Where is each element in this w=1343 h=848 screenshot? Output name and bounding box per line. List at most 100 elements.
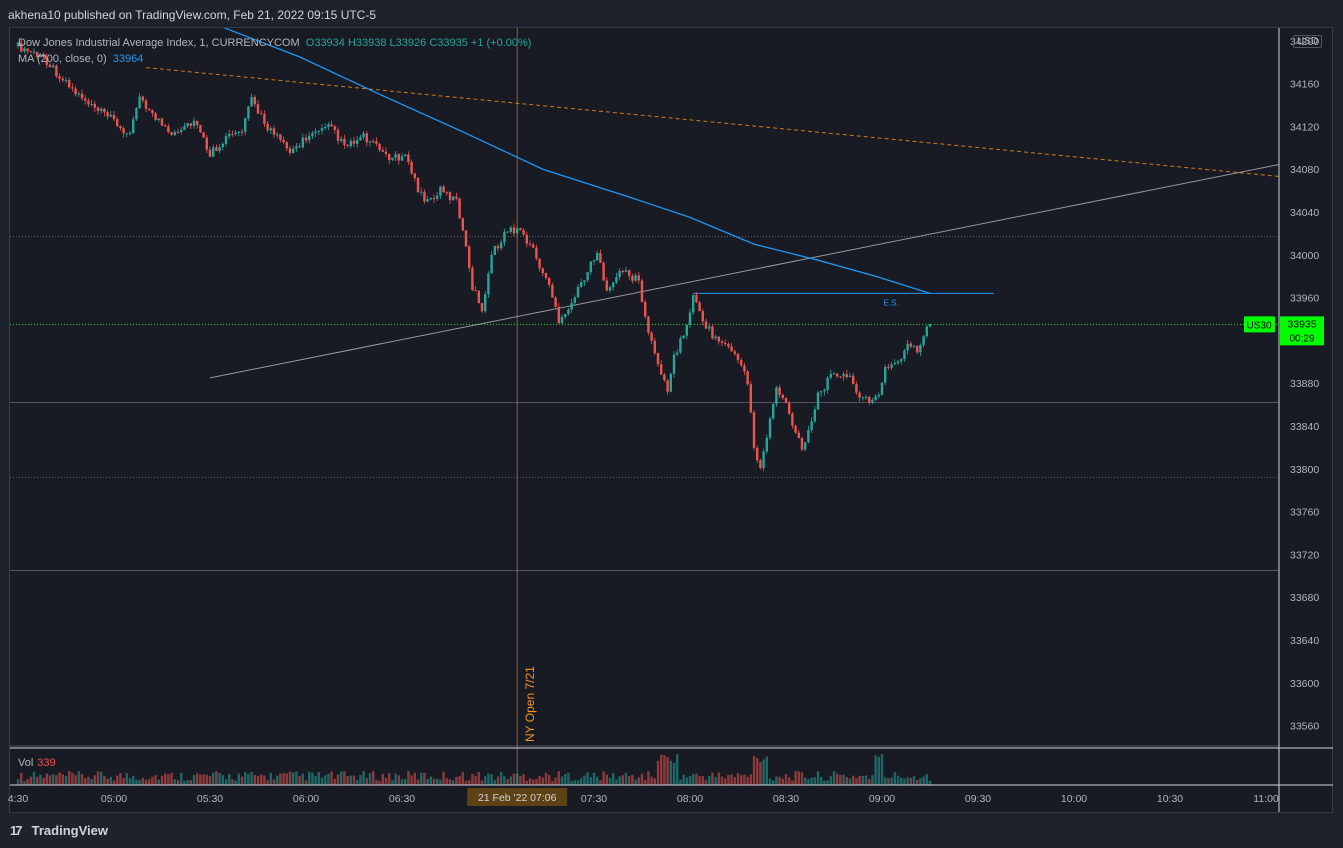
candle-body (132, 119, 135, 134)
candle-body (810, 421, 813, 430)
candle-body (912, 346, 916, 348)
candle-body (346, 144, 349, 147)
candle-body (176, 131, 180, 133)
volume-bar (573, 780, 576, 785)
volume-bar (788, 777, 791, 785)
volume-bar (196, 773, 199, 785)
candle-body (426, 199, 429, 202)
currency-badge[interactable]: USD (1293, 35, 1323, 48)
volume-bar (672, 762, 676, 785)
candle-body (666, 380, 669, 392)
volume-bar (64, 775, 68, 785)
volume-bar (858, 775, 861, 785)
volume-bar (893, 772, 896, 785)
volume-bar (455, 777, 458, 785)
volume-bar (285, 773, 288, 785)
volume-bar (263, 775, 266, 785)
candle-body (314, 131, 317, 133)
volume-bar (810, 777, 813, 785)
volume-bar (381, 773, 384, 785)
volume-bar (816, 771, 820, 785)
candle-body (282, 139, 285, 143)
volume-bar (813, 777, 816, 785)
candle-body (596, 253, 599, 261)
candle-body (535, 247, 538, 259)
volume-bar (852, 775, 855, 785)
volume-bar (372, 771, 375, 785)
candle-body (42, 54, 45, 58)
volume-bar (695, 773, 698, 785)
candle-body (368, 141, 372, 143)
candle-body (861, 397, 864, 399)
candle-body (538, 258, 541, 269)
candle-body (516, 228, 519, 234)
candle-body (698, 302, 701, 312)
candle-body (372, 141, 375, 143)
volume-bar (615, 779, 618, 785)
candle-body (356, 140, 359, 144)
candle-body (484, 294, 487, 312)
volume-bar (138, 779, 141, 785)
volume-bar (330, 771, 333, 785)
volume-bar (516, 773, 519, 785)
volume-bar (282, 773, 285, 785)
volume-bar (698, 776, 701, 785)
chart-pane[interactable] (9, 27, 1333, 813)
volume-bar (599, 780, 602, 785)
candle-body (445, 192, 448, 194)
candle-body (522, 229, 525, 235)
candle-body (528, 243, 532, 245)
volume-bar (87, 776, 90, 785)
candle-body (868, 396, 871, 403)
volume-bar (256, 775, 260, 785)
candle-body (653, 340, 656, 354)
volume-bar (624, 772, 628, 785)
candle-body (154, 113, 157, 121)
volume-bar (541, 777, 544, 785)
candle-body (119, 126, 122, 129)
candle-body (586, 272, 589, 281)
candle-body (23, 48, 26, 52)
volume-bar (589, 777, 592, 785)
candles (16, 39, 932, 472)
candle-body (71, 87, 74, 89)
candle-body (919, 345, 922, 353)
volume-value: 339 (37, 757, 56, 769)
candle-body (141, 96, 144, 101)
volume-bar (605, 774, 608, 785)
candle-body (730, 346, 733, 352)
volume-bar (45, 773, 48, 785)
volume-bar (503, 776, 506, 785)
candle-body (512, 227, 516, 234)
volume-bar (208, 776, 212, 785)
volume-bar (288, 771, 292, 785)
volume-bar (215, 771, 218, 785)
crosshair-date-box (467, 788, 568, 806)
candle-body (541, 268, 544, 274)
candle-body (695, 294, 698, 303)
candle-body (167, 126, 170, 133)
candle-body (503, 231, 506, 243)
volume-bar (925, 774, 928, 785)
candle-body (420, 191, 423, 193)
volume-bar (765, 756, 768, 785)
volume-bar (55, 775, 58, 785)
volume-bar (576, 780, 580, 785)
candle-body (87, 100, 90, 105)
volume-bar (311, 772, 314, 785)
volume-bar (244, 771, 247, 785)
y-tick-label: 33560 (1290, 721, 1319, 733)
publisher-line: akhena10 published on TradingView.com, F… (8, 8, 377, 22)
tradingview-logo[interactable]: 17 TradingView (10, 823, 108, 838)
candle-body (400, 156, 404, 161)
candle-body (775, 387, 778, 404)
crosshair-date-label: 21 Feb '22 07:06 (478, 792, 557, 804)
volume-bar (295, 771, 298, 785)
candle-body (839, 376, 842, 378)
es-label: E.S. (884, 298, 899, 307)
candle-body (160, 118, 164, 126)
volume-bar (461, 771, 464, 785)
candle-body (845, 374, 848, 378)
candle-body (496, 246, 500, 249)
